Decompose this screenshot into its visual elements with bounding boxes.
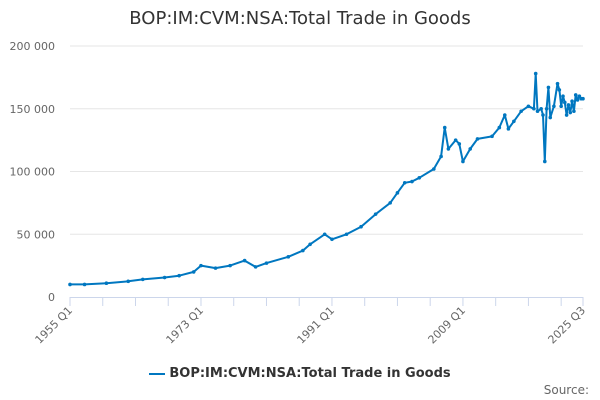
data-point (548, 115, 553, 120)
data-point (286, 255, 291, 259)
data-point (410, 179, 414, 184)
data-point (373, 212, 378, 216)
data-point (359, 224, 363, 229)
data-point (308, 242, 312, 247)
x-tick-label: 2009 Q1 (426, 304, 469, 347)
y-tick-label: 50 000 (17, 228, 56, 241)
data-point (573, 93, 578, 97)
data-point (559, 104, 563, 109)
data-point (140, 277, 145, 282)
data-point (564, 113, 569, 117)
data-point (541, 113, 545, 117)
data-point (497, 125, 502, 130)
data-point (432, 167, 436, 171)
data-point (388, 201, 392, 205)
data-point (442, 125, 447, 130)
x-tick-label: 2025 Q3 (546, 304, 589, 347)
data-point (439, 154, 443, 159)
data-point (532, 106, 536, 111)
data-point (546, 85, 551, 90)
data-point (126, 279, 131, 284)
data-point (242, 258, 247, 263)
data-point (563, 100, 567, 105)
data-point (475, 137, 480, 141)
data-point (535, 109, 540, 114)
data-point (68, 282, 72, 287)
data-point (506, 127, 511, 131)
data-point (570, 99, 574, 104)
data-point (104, 281, 109, 285)
x-tick-label: 1991 Q1 (295, 304, 338, 347)
x-tick-label: 1973 Q1 (164, 304, 207, 347)
data-point (457, 142, 462, 146)
data-point (566, 103, 571, 107)
legend[interactable]: BOP:IM:CVM:NSA:Total Trade in Goods (0, 366, 600, 381)
data-point (177, 273, 181, 278)
data-point (512, 119, 516, 124)
data-point (581, 96, 585, 101)
data-point (539, 106, 543, 111)
data-point (557, 88, 562, 92)
data-point (555, 81, 560, 86)
data-point (572, 109, 576, 114)
data-point (519, 109, 523, 114)
data-point (461, 159, 465, 164)
y-tick-label: 200 000 (10, 40, 56, 53)
data-point (213, 266, 218, 270)
y-tick-label: 150 000 (10, 103, 56, 116)
data-point (301, 248, 305, 253)
chart-title: BOP:IM:CVM:NSA:Total Trade in Goods (129, 8, 471, 29)
x-tick-label: 1955 Q1 (33, 304, 76, 347)
data-point (490, 134, 494, 139)
legend-label: BOP:IM:CVM:NSA:Total Trade in Goods (169, 366, 451, 381)
data-point (577, 94, 582, 98)
data-point (575, 98, 580, 102)
source-label: Source: (543, 383, 589, 397)
data-point (330, 237, 334, 242)
data-point (568, 110, 573, 115)
data-point (561, 94, 565, 98)
data-point (199, 263, 203, 268)
data-point (526, 104, 531, 109)
data-point (264, 261, 269, 265)
data-point (228, 263, 232, 268)
data-point (322, 232, 327, 237)
data-point (344, 232, 349, 237)
data-point (542, 159, 547, 164)
data-point (468, 147, 473, 151)
data-point (552, 104, 556, 109)
data-point (544, 106, 549, 111)
data-point (446, 147, 451, 151)
data-point (417, 175, 422, 180)
y-tick-label: 100 000 (10, 166, 56, 179)
series-line (70, 72, 583, 286)
data-point (402, 180, 407, 185)
data-point (162, 275, 167, 280)
data-point (453, 138, 458, 142)
legend-swatch (149, 372, 166, 375)
data-point (395, 191, 400, 195)
data-point (191, 270, 196, 274)
y-tick-label: 0 (48, 291, 55, 304)
data-point (502, 113, 507, 117)
data-point (253, 265, 258, 269)
data-point (82, 282, 87, 287)
data-point (533, 71, 538, 76)
